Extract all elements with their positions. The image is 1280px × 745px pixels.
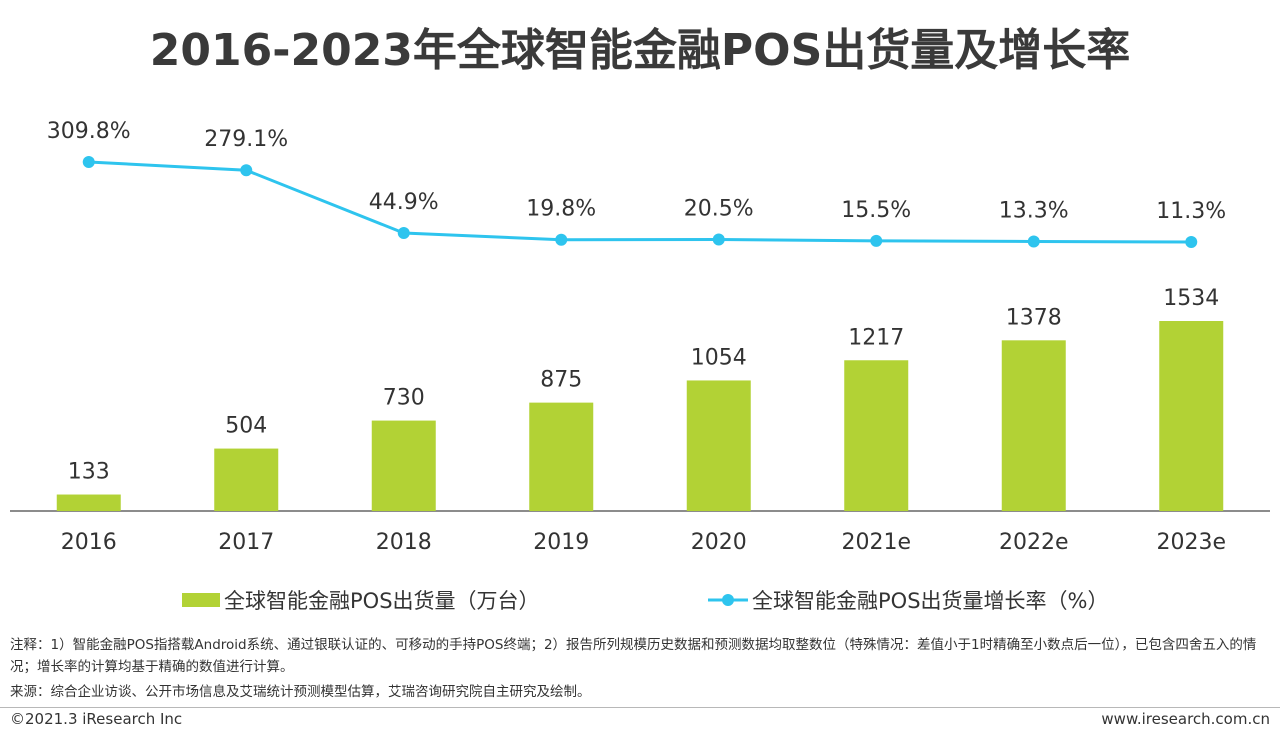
growth-point (397, 226, 410, 239)
bar (1159, 321, 1224, 511)
legend-bar-label: 全球智能金融POS出货量（万台） (224, 589, 540, 613)
growth-value-label: 11.3% (1156, 199, 1226, 224)
x-tick-label: 2023e (1156, 530, 1226, 555)
growth-value-label: 309.8% (47, 119, 131, 144)
legend-line-marker (722, 594, 734, 606)
bar-value-label: 1534 (1163, 286, 1219, 311)
bar (686, 380, 751, 511)
bar (1001, 340, 1066, 511)
growth-value-label: 13.3% (999, 198, 1069, 223)
growth-value-label: 279.1% (204, 127, 288, 152)
growth-point (82, 156, 95, 168)
x-tick-label: 2020 (691, 530, 747, 555)
legend-line-label: 全球智能金融POS出货量增长率（%） (752, 589, 1108, 613)
bar (56, 494, 121, 511)
growth-point (555, 233, 568, 246)
legend-bar-swatch (182, 593, 220, 607)
growth-point (870, 234, 883, 247)
copyright: ©2021.3 iResearch Inc (10, 710, 183, 728)
bar-value-label: 1217 (848, 325, 904, 350)
growth-value-label: 20.5% (684, 197, 754, 222)
bar (371, 420, 436, 511)
bar (529, 402, 594, 511)
bar-value-label: 730 (383, 386, 425, 411)
x-tick-label: 2022e (999, 530, 1069, 555)
bar-value-label: 504 (225, 414, 267, 439)
growth-point (240, 164, 253, 177)
growth-value-label: 44.9% (369, 190, 439, 215)
growth-point (1185, 236, 1198, 248)
x-tick-label: 2018 (376, 530, 432, 555)
chart-title: 2016-2023年全球智能金融POS出货量及增长率 (149, 25, 1131, 76)
growth-point (1027, 235, 1040, 248)
growth-value-label: 19.8% (526, 197, 596, 222)
growth-point (712, 233, 725, 246)
bar-value-label: 1378 (1006, 305, 1062, 330)
website: www.iresearch.com.cn (1101, 710, 1270, 728)
bar-value-label: 1054 (691, 345, 747, 370)
x-tick-label: 2021e (841, 530, 911, 555)
x-tick-label: 2016 (61, 530, 117, 555)
source-note: 来源：综合企业访谈、公开市场信息及艾瑞统计预测模型估算，艾瑞咨询研究院自主研究及… (10, 684, 591, 700)
bar (214, 448, 279, 511)
bar (844, 360, 909, 511)
bar-value-label: 133 (68, 460, 110, 485)
growth-value-label: 15.5% (841, 198, 911, 223)
x-tick-label: 2019 (533, 530, 589, 555)
bar-value-label: 875 (540, 368, 582, 393)
footnote: 注释：1）智能金融POS指搭载Android系统、通过银联认证的、可移动的手持P… (10, 637, 1257, 675)
growth-line (88, 160, 1192, 244)
x-tick-label: 2017 (218, 530, 274, 555)
footer-divider (0, 707, 1280, 708)
chart: 133 2016 504 2017 730 2018 875 2019 1054 2020 1217… (10, 119, 1270, 613)
